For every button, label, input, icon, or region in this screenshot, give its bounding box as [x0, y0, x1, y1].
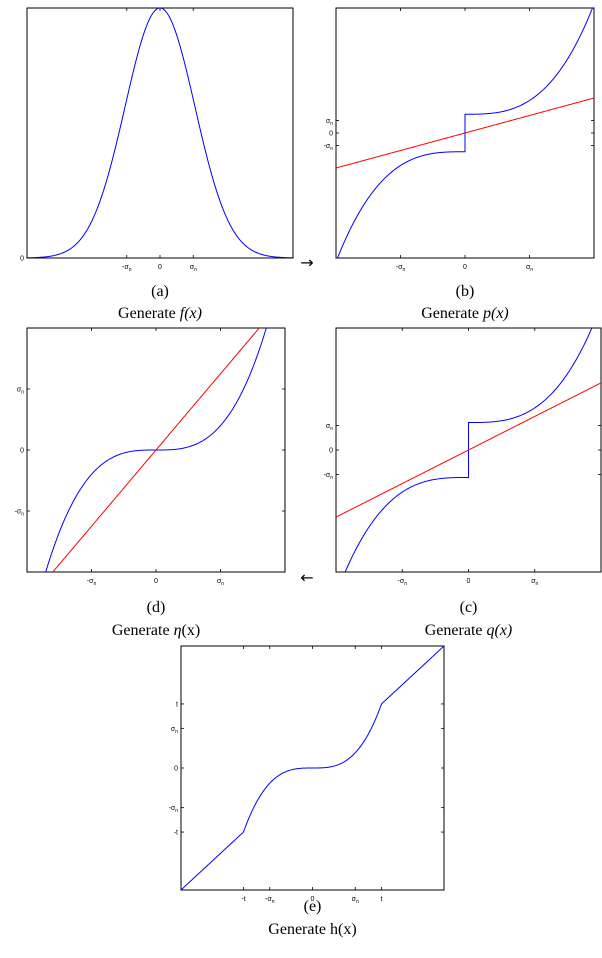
- x-tick-label: -σn: [265, 896, 275, 905]
- x-tick-label: 0: [311, 896, 315, 903]
- chart-c: -σn 0 σn σn 0 -σn (c) Generate q(x): [324, 327, 602, 639]
- y-tick-label: -σn: [169, 805, 179, 814]
- y-tick-label: 0: [20, 448, 24, 455]
- x-tick-label: -σn: [87, 578, 97, 587]
- panel-letter: (e): [304, 898, 322, 915]
- x-tick-label: -σn: [396, 264, 406, 273]
- x-tick-label: -t: [241, 896, 245, 903]
- panel-letter: (d): [147, 599, 166, 616]
- x-tick-label: σn: [352, 896, 359, 905]
- panel-caption: Generate h(x): [268, 921, 356, 938]
- chart-a: -σn 0 σn 0 (a) Generate f(x): [20, 7, 294, 322]
- x-tick-label: -σn: [398, 578, 408, 587]
- y-tick-label: 0: [174, 766, 178, 773]
- panel-letter: (c): [460, 599, 478, 616]
- y-tick-label: σn: [171, 726, 178, 735]
- panel-letter: (a): [151, 283, 169, 300]
- chart-e: -t -σn 0 σn t t σn 0 -σn -t (e) Generate h(x): [169, 645, 445, 938]
- chart-b: -σn 0 σn σn 0 -σn (b) Generate p(x): [324, 7, 595, 322]
- y-tick-label: 0: [20, 256, 24, 263]
- arrow-left: ←: [300, 568, 313, 587]
- x-tick-label: σn: [526, 264, 533, 273]
- series-a-0: [27, 8, 293, 258]
- series-e-0: [181, 646, 444, 890]
- y-tick-label: 0: [329, 131, 333, 138]
- x-tick-label: -σn: [122, 264, 132, 273]
- x-tick-label: σn: [531, 578, 538, 587]
- panel-letter: (b): [456, 283, 475, 300]
- panel-caption: Generate q(x): [425, 622, 513, 639]
- plot-frame: [26, 7, 294, 259]
- y-tick-label: -σn: [15, 509, 25, 518]
- y-tick-label: σn: [17, 387, 24, 396]
- x-tick-label: 0: [463, 264, 467, 271]
- panel-caption: Generate f(x): [118, 305, 202, 322]
- series-c-1: [336, 382, 601, 518]
- y-tick-label: t: [176, 701, 178, 708]
- y-tick-label: -σn: [324, 143, 334, 152]
- y-tick-label: -t: [174, 830, 178, 837]
- x-tick-label: σn: [190, 264, 197, 273]
- series-d-1: [52, 328, 260, 572]
- x-tick-label: 0: [467, 578, 471, 585]
- panel-caption: Generate η(x): [112, 622, 200, 639]
- series-b-1: [336, 97, 594, 169]
- y-tick-label: -σn: [324, 472, 334, 481]
- x-tick-label: t: [381, 896, 383, 903]
- y-tick-label: σn: [326, 118, 333, 127]
- y-tick-label: σn: [326, 423, 333, 432]
- y-tick-label: 0: [329, 448, 333, 455]
- panel-caption: Generate p(x): [421, 305, 509, 322]
- x-tick-label: 0: [158, 264, 162, 271]
- x-tick-label: 0: [154, 578, 158, 585]
- x-tick-label: σn: [217, 578, 224, 587]
- chart-d: -σn 0 σn σn 0 -σn (d) Generate η(x): [15, 327, 286, 639]
- arrow-right: →: [300, 253, 313, 272]
